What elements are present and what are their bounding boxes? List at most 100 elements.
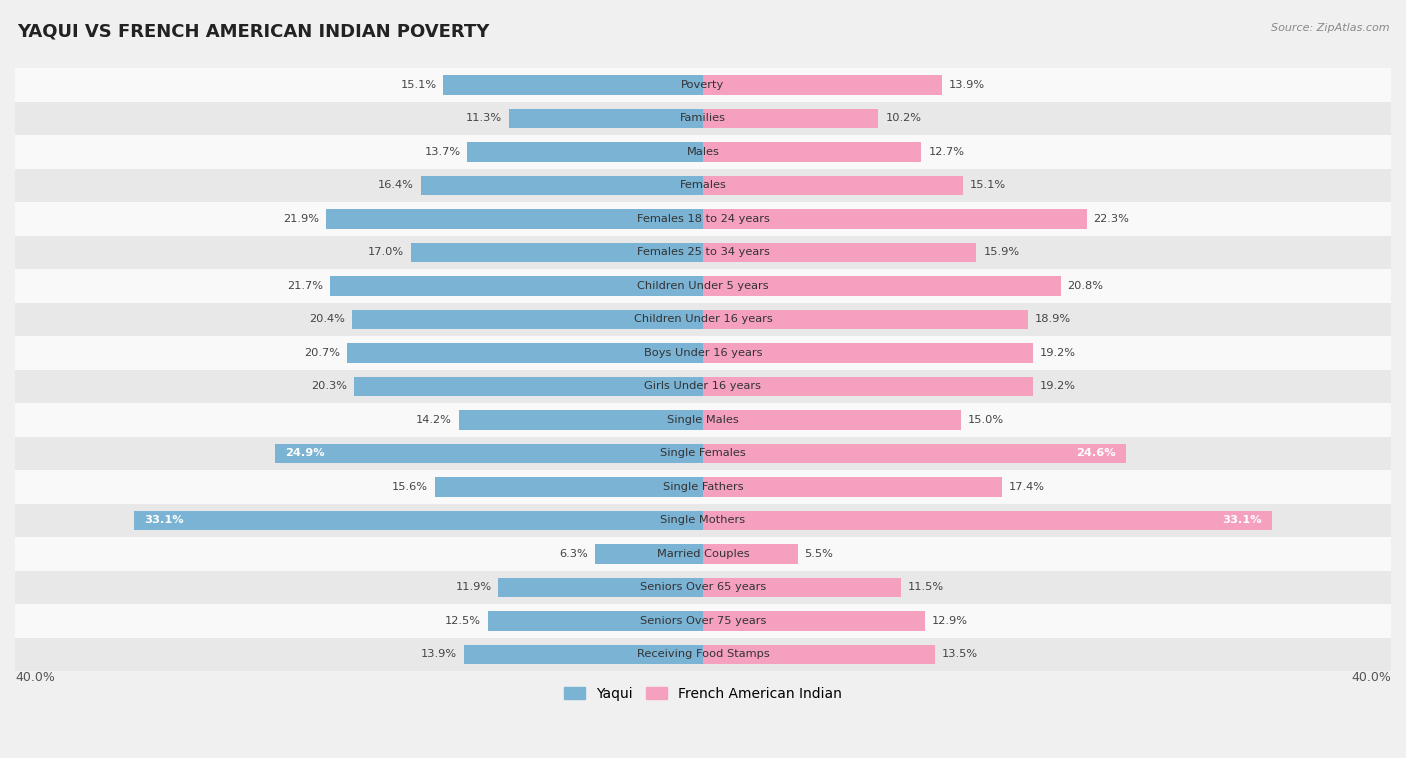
Text: 40.0%: 40.0% [15,671,55,684]
Text: 18.9%: 18.9% [1035,315,1071,324]
Text: Married Couples: Married Couples [657,549,749,559]
Bar [347,343,703,362]
Text: 5.5%: 5.5% [804,549,834,559]
Bar [15,236,1391,269]
Bar [15,370,1391,403]
Text: Boys Under 16 years: Boys Under 16 years [644,348,762,358]
Bar [15,269,1391,302]
Text: 22.3%: 22.3% [1094,214,1129,224]
Text: 21.7%: 21.7% [287,281,323,291]
Text: Single Males: Single Males [666,415,740,425]
Text: 11.9%: 11.9% [456,582,492,593]
Bar [703,108,879,128]
Bar [703,410,960,430]
Text: 13.9%: 13.9% [949,80,986,89]
Text: 15.1%: 15.1% [970,180,1005,190]
Bar [15,168,1391,202]
Text: 11.5%: 11.5% [908,582,943,593]
Bar [15,470,1391,503]
Bar [15,537,1391,571]
Bar [15,135,1391,168]
Bar [703,611,925,631]
Bar [703,75,942,95]
Text: 11.3%: 11.3% [465,113,502,124]
Bar [420,176,703,195]
Text: Males: Males [686,147,720,157]
Text: 19.2%: 19.2% [1040,381,1076,391]
Bar [467,142,703,161]
Bar [326,209,703,229]
Text: 14.2%: 14.2% [416,415,451,425]
Bar [703,544,797,564]
Bar [595,544,703,564]
Bar [458,410,703,430]
Text: Girls Under 16 years: Girls Under 16 years [644,381,762,391]
Bar [15,336,1391,370]
Bar [354,377,703,396]
Bar [703,645,935,664]
Text: 15.6%: 15.6% [392,482,427,492]
Bar [15,68,1391,102]
Legend: Yaqui, French American Indian: Yaqui, French American Indian [558,681,848,706]
Text: Seniors Over 65 years: Seniors Over 65 years [640,582,766,593]
Text: 20.7%: 20.7% [304,348,340,358]
Bar [703,209,1087,229]
Bar [443,75,703,95]
Bar [134,511,703,530]
Text: Females 25 to 34 years: Females 25 to 34 years [637,247,769,258]
Bar [703,478,1002,496]
Text: 24.6%: 24.6% [1076,449,1116,459]
Text: Children Under 5 years: Children Under 5 years [637,281,769,291]
Text: 13.7%: 13.7% [425,147,461,157]
Bar [330,276,703,296]
Text: 10.2%: 10.2% [886,113,921,124]
Bar [509,108,703,128]
Bar [15,102,1391,135]
Text: Single Females: Single Females [661,449,745,459]
Bar [352,310,703,329]
Bar [703,377,1033,396]
Bar [15,503,1391,537]
Text: Females 18 to 24 years: Females 18 to 24 years [637,214,769,224]
Bar [464,645,703,664]
Text: 33.1%: 33.1% [1222,515,1263,525]
Bar [703,578,901,597]
Text: 12.9%: 12.9% [932,616,967,626]
Text: 13.5%: 13.5% [942,650,979,659]
Bar [703,310,1028,329]
Bar [15,637,1391,671]
Text: Families: Families [681,113,725,124]
Bar [703,343,1033,362]
Text: 15.1%: 15.1% [401,80,436,89]
Text: Source: ZipAtlas.com: Source: ZipAtlas.com [1271,23,1389,33]
Bar [15,604,1391,637]
Text: Seniors Over 75 years: Seniors Over 75 years [640,616,766,626]
Bar [703,276,1060,296]
Text: YAQUI VS FRENCH AMERICAN INDIAN POVERTY: YAQUI VS FRENCH AMERICAN INDIAN POVERTY [17,23,489,41]
Text: Children Under 16 years: Children Under 16 years [634,315,772,324]
Text: 12.5%: 12.5% [446,616,481,626]
Text: 13.9%: 13.9% [420,650,457,659]
Bar [15,437,1391,470]
Text: 15.0%: 15.0% [967,415,1004,425]
Text: 40.0%: 40.0% [1351,671,1391,684]
Bar [15,403,1391,437]
Bar [15,202,1391,236]
Text: Single Mothers: Single Mothers [661,515,745,525]
Text: 21.9%: 21.9% [284,214,319,224]
Text: 16.4%: 16.4% [378,180,413,190]
Bar [498,578,703,597]
Text: 20.4%: 20.4% [309,315,346,324]
Bar [15,571,1391,604]
Text: 33.1%: 33.1% [143,515,184,525]
Text: 20.3%: 20.3% [311,381,347,391]
Text: 17.0%: 17.0% [367,247,404,258]
Bar [703,243,977,262]
Bar [703,142,921,161]
Text: Single Fathers: Single Fathers [662,482,744,492]
Bar [411,243,703,262]
Text: Females: Females [679,180,727,190]
Bar [434,478,703,496]
Text: 24.9%: 24.9% [285,449,325,459]
Text: 17.4%: 17.4% [1010,482,1045,492]
